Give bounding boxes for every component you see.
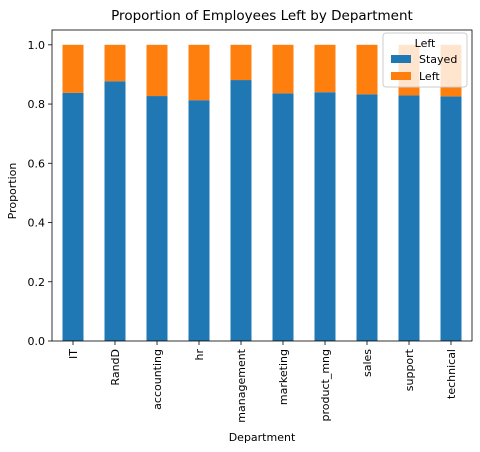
x-tick-label-sales: sales	[361, 349, 374, 377]
bar-left-randd	[104, 44, 126, 82]
bars-layer	[62, 44, 462, 342]
chart-title: Proportion of Employees Left by Departme…	[111, 8, 413, 24]
x-axis-title: Department	[229, 431, 296, 444]
x-tick-label-product_mng: product_mng	[319, 349, 332, 421]
bar-left-hr	[188, 44, 210, 101]
bar-stayed-accounting	[146, 96, 168, 341]
plot-frame	[51, 29, 473, 342]
x-tick-label-technical: technical	[445, 349, 458, 399]
bar-stayed-it	[62, 92, 84, 341]
legend-label-stayed: Stayed	[419, 53, 457, 66]
bar-stayed-sales	[356, 94, 378, 341]
y-tick-label: 0.8	[28, 98, 46, 111]
bar-stayed-hr	[188, 100, 210, 341]
bar-left-it	[62, 44, 84, 93]
x-tick-label-marketing: marketing	[277, 349, 290, 405]
x-tick-label-accounting: accounting	[151, 349, 164, 410]
legend: Left Stayed Left	[382, 32, 468, 88]
x-tick-label-randd: RandD	[109, 349, 122, 386]
legend-title: Left	[415, 37, 436, 50]
bar-stayed-marketing	[272, 93, 294, 341]
y-ticks: 0.0 0.2 0.4 0.6 0.8 1.0	[28, 39, 52, 348]
x-ticks: IT RandD accounting hr management marketing pr…	[67, 341, 458, 423]
bar-left-management	[230, 44, 252, 81]
x-tick-label-hr: hr	[193, 349, 206, 361]
y-axis-title: Proportion	[6, 163, 19, 220]
y-tick-label: 1.0	[28, 39, 46, 52]
bar-left-marketing	[272, 44, 294, 94]
bar-stayed-management	[230, 80, 252, 342]
x-tick-label-management: management	[235, 348, 248, 422]
axes-layer	[51, 29, 473, 342]
bar-stayed-randd	[104, 81, 126, 341]
y-tick-label: 0.6	[28, 157, 46, 170]
y-tick-label: 0.2	[28, 276, 46, 289]
bar-left-sales	[356, 44, 378, 95]
bar-stayed-technical	[440, 96, 462, 341]
bar-stayed-support	[398, 95, 420, 341]
y-tick-label: 0.0	[28, 335, 46, 348]
legend-label-left: Left	[419, 70, 440, 83]
bar-left-accounting	[146, 44, 168, 97]
x-tick-label-support: support	[403, 348, 416, 391]
bar-left-product_mng	[314, 44, 336, 93]
y-tick-label: 0.4	[28, 217, 46, 230]
x-tick-label-it: IT	[67, 349, 80, 359]
legend-swatch-left	[391, 72, 411, 80]
bar-stayed-product_mng	[314, 92, 336, 341]
legend-swatch-stayed	[391, 55, 411, 63]
